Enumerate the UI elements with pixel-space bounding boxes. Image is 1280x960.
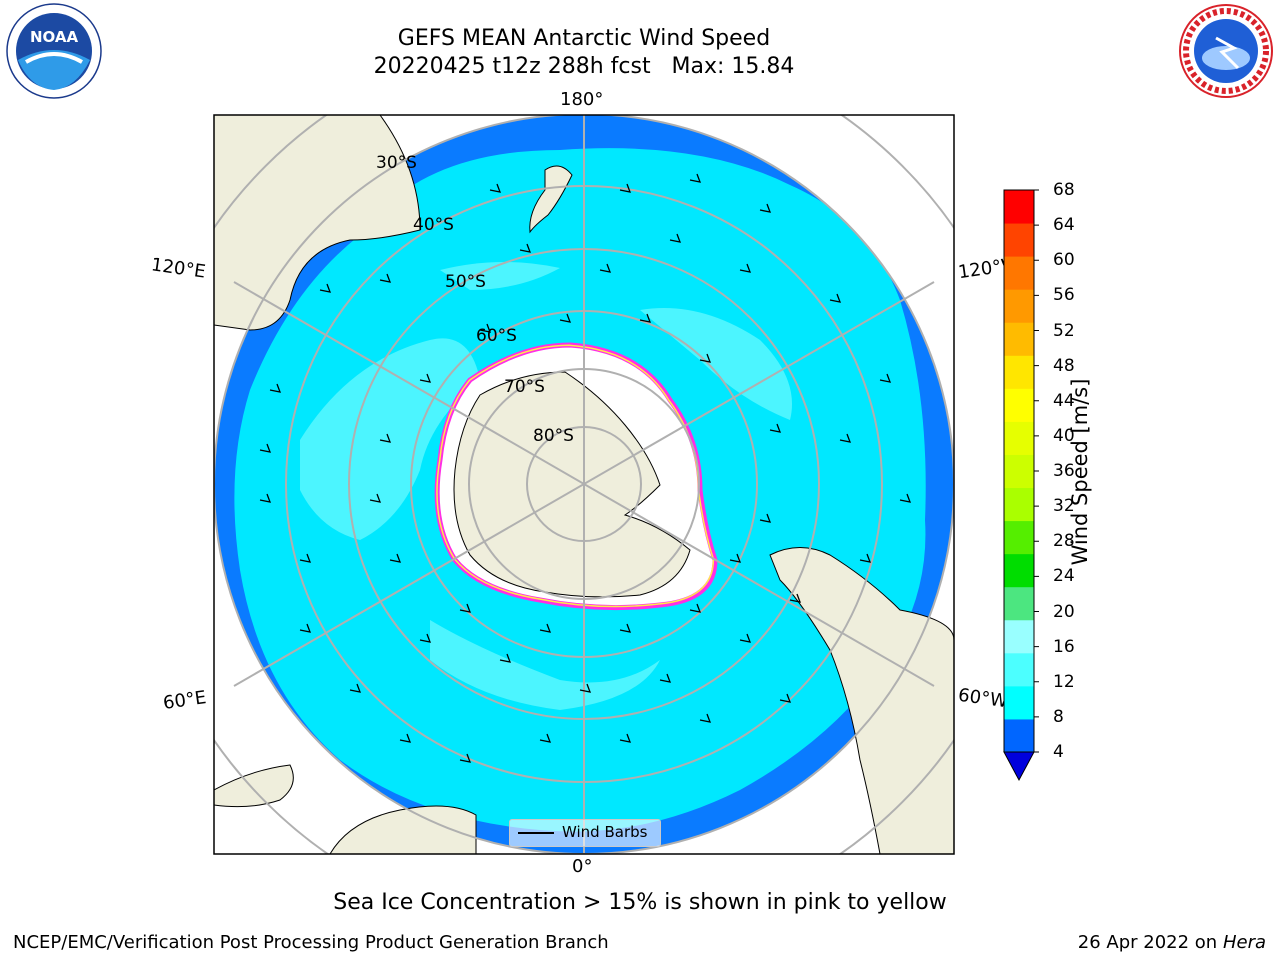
lon-label-180: 180° (560, 89, 604, 110)
chart-subtitle: 20220425 t12z 288h fcst Max: 15.84 (373, 54, 795, 79)
graticule (214, 115, 954, 854)
colorbar-segment (1004, 619, 1034, 654)
colorbar-tick-label: 4 (1053, 742, 1064, 762)
colorbar-tick-label: 20 (1053, 601, 1075, 622)
colorbar-segment (1004, 388, 1034, 422)
colorbar-segment (1004, 718, 1034, 753)
land-australia (214, 115, 421, 331)
land-antarctica (453, 371, 691, 598)
colorbar (1003, 189, 1039, 782)
land-new-zealand (529, 165, 573, 234)
footer-host: Hera (1222, 932, 1266, 953)
ocean-12-16-region (300, 338, 480, 540)
colorbar-tick-label: 64 (1053, 215, 1075, 236)
lat-label-70s: 70°S (504, 377, 545, 397)
colorbar-tick-label: 24 (1053, 566, 1075, 587)
lat-label-80s: 80°S (533, 426, 574, 446)
sea-ice-inner (436, 344, 715, 608)
footer-date-text: 26 Apr 2022 on (1077, 932, 1223, 953)
colorbar-tick-label: 52 (1053, 320, 1075, 341)
noaa-logo-text: NOAA (30, 28, 79, 46)
colorbar-tick-label: 28 (1053, 531, 1075, 552)
colorbar-segment (1004, 223, 1034, 257)
colorbar-segment (1004, 586, 1034, 621)
map-legend: Wind Barbs (509, 819, 661, 847)
chart-title: GEFS MEAN Antarctic Wind Speed (397, 26, 771, 51)
lon-label-0: 0° (572, 856, 593, 877)
colorbar-tick-label: 48 (1053, 355, 1075, 376)
wind-barbs (259, 173, 912, 763)
lat-label-40s: 40°S (413, 215, 454, 235)
colorbar-tick-label: 8 (1053, 706, 1064, 727)
sea-ice-note: Sea Ice Concentration > 15% is shown in … (333, 890, 947, 915)
colorbar-segment (1004, 289, 1034, 323)
colorbar-segment (1004, 520, 1034, 555)
colorbar-tick-label: 40 (1053, 425, 1075, 446)
colorbar-segment (1004, 487, 1034, 522)
lat-label-30s: 30°S (376, 153, 417, 173)
colorbar-tick-label: 12 (1053, 671, 1075, 692)
wind-barb-legend-label: Wind Barbs (562, 823, 648, 841)
lat-label-50s: 50°S (445, 272, 486, 292)
colorbar-tick-label: 44 (1053, 390, 1075, 411)
lat-label-60s: 60°S (476, 326, 517, 346)
colorbar-segment (1004, 421, 1034, 455)
footer-credit: NCEP/EMC/Verification Post Processing Pr… (13, 932, 609, 953)
colorbar-segment (1004, 652, 1034, 687)
colorbar-segment (1004, 685, 1034, 720)
colorbar-tick-label: 32 (1053, 496, 1075, 517)
nws-logo (1179, 4, 1273, 98)
land-madagascar (214, 764, 294, 808)
colorbar-tick-label: 68 (1053, 180, 1075, 200)
colorbar-segment (1004, 553, 1034, 588)
colorbar-segment (1004, 190, 1034, 224)
land-africa (329, 805, 477, 854)
colorbar-segment (1004, 322, 1034, 356)
noaa-logo: NOAA (6, 3, 102, 99)
colorbar-segment (1004, 355, 1034, 389)
colorbar-tick-label: 60 (1053, 250, 1075, 271)
colorbar-tick-label: 56 (1053, 285, 1075, 306)
wind-barb-legend-line (518, 832, 554, 834)
colorbar-segment (1004, 256, 1034, 290)
colorbar-label: Wind Speed [m/s] (1068, 378, 1092, 566)
colorbar-extend-arrow (1003, 751, 1035, 782)
footer-date: 26 Apr 2022 on Hera (1078, 932, 1266, 953)
colorbar-tick-label: 36 (1053, 461, 1075, 481)
colorbar-segment (1004, 454, 1034, 489)
colorbar-tick-label: 16 (1053, 636, 1075, 657)
